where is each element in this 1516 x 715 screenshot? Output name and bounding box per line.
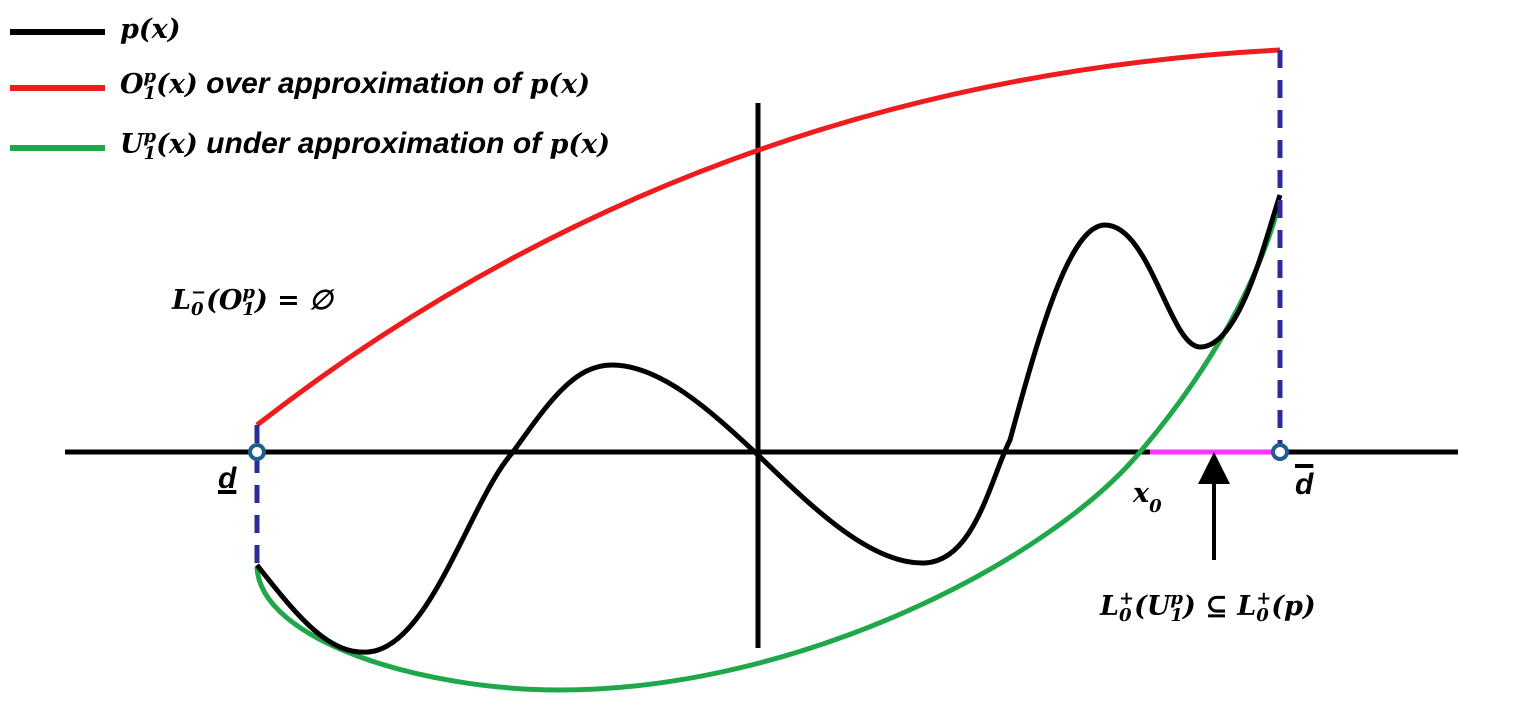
text-run: p(x) [120, 14, 181, 45]
text-run: 1 [143, 83, 157, 105]
text-run: (x) [156, 69, 198, 101]
text-run: (x) [156, 129, 198, 161]
text-run: p [242, 282, 255, 303]
text-run: 1 [143, 143, 157, 165]
text-run: over approximation of [197, 67, 530, 101]
text-run: ) = ∅ [254, 285, 333, 317]
under-approximation [254, 199, 1283, 693]
endpoint [248, 443, 266, 461]
text-run: under approximation of [197, 127, 550, 161]
text-run: p(x) [529, 69, 591, 101]
text-run: p(x) [549, 129, 611, 161]
text-run: x [1133, 478, 1150, 509]
text-run: 0 [1256, 605, 1269, 627]
text-run: ) ⊆ L [1183, 591, 1257, 623]
text-run: p [1170, 588, 1183, 609]
text-run: + [1118, 588, 1135, 609]
text-run: (O [206, 285, 243, 317]
bound-label: d [218, 464, 236, 494]
text-run: 0 [1149, 496, 1162, 517]
text-run: + [1256, 588, 1272, 609]
text-run: L [1100, 591, 1119, 623]
text-run: (U [1134, 591, 1171, 623]
text-run: p [143, 126, 157, 147]
script: +0 [1256, 588, 1272, 627]
text-run: 1 [1170, 605, 1183, 627]
over-approximation [255, 47, 1281, 427]
text-run: 1 [242, 299, 255, 321]
text-run: U [120, 129, 144, 161]
text-run: L [172, 285, 191, 317]
text-run: O [120, 69, 144, 101]
text-run: − [190, 282, 207, 303]
bound-label: d [1295, 470, 1313, 500]
text-run: (p) [1271, 591, 1316, 623]
script: +0 [1118, 588, 1135, 627]
text-run: 0 [1118, 605, 1132, 627]
polynomial [255, 194, 1283, 655]
annotation: L −0 (O p 1) = ∅ [172, 282, 333, 321]
text-run: p [143, 66, 157, 87]
text-run: 0 [190, 299, 204, 321]
text-run: d [218, 462, 237, 495]
endpoint [1271, 443, 1289, 461]
legend-label: p(x) [120, 14, 181, 44]
annotation: L +0 (U p 1) ⊆ L +0 (p) [1100, 588, 1316, 627]
script: −0 [190, 282, 207, 321]
text-run: d [1295, 468, 1314, 501]
script: 0 [1149, 496, 1162, 517]
